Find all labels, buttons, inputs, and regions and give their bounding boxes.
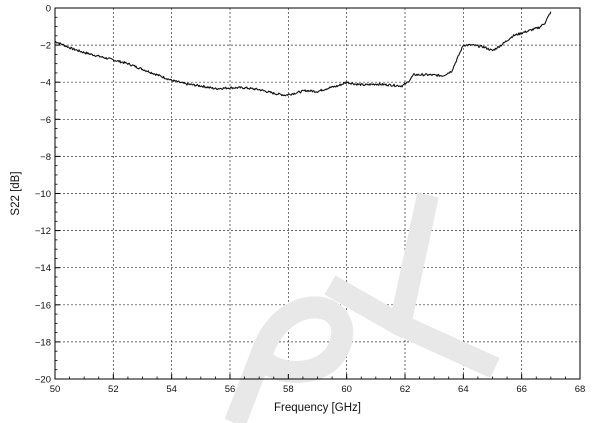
- data-series: [54, 11, 552, 97]
- x-tick-label: 64: [458, 384, 469, 395]
- x-axis-label: Frequency [GHz]: [274, 402, 361, 414]
- y-tick-label: −8: [40, 152, 51, 163]
- y-tick-label: −4: [40, 78, 51, 89]
- s22-series-line: [54, 11, 552, 97]
- watermark-letter-y: [324, 192, 500, 379]
- x-tick-label: 52: [108, 384, 119, 395]
- y-tick-label: −16: [35, 300, 51, 311]
- x-tick-label: 54: [166, 384, 177, 395]
- y-tick-label: −10: [35, 189, 51, 200]
- grid: [55, 8, 580, 379]
- y-tick-label: −12: [35, 226, 51, 237]
- y-axis-label: S22 [dB]: [10, 171, 22, 215]
- y-tick-label: −14: [35, 263, 51, 274]
- axis-ticks: [54, 7, 581, 380]
- y-tick-label: −2: [40, 41, 51, 52]
- x-tick-label: 56: [225, 384, 236, 395]
- x-tick-label: 60: [341, 384, 352, 395]
- x-tick-label: 68: [575, 384, 586, 395]
- watermark-letter-p: [224, 296, 354, 423]
- tick-labels: 50 52 54 56 58 60 62 64 66 68 0 −2 −4 −6 −8 −10 −12 −14 −1…: [35, 4, 585, 396]
- x-tick-label: 50: [50, 384, 61, 395]
- plot-frame: [54, 7, 581, 380]
- x-tick-label: 62: [400, 384, 411, 395]
- y-tick-label: −18: [35, 337, 51, 348]
- y-tick-label: −20: [35, 375, 51, 386]
- y-tick-label: −6: [40, 115, 51, 126]
- watermark: [224, 192, 500, 423]
- x-tick-label: 66: [516, 384, 527, 395]
- x-tick-label: 58: [283, 384, 294, 395]
- y-tick-label: 0: [46, 4, 51, 15]
